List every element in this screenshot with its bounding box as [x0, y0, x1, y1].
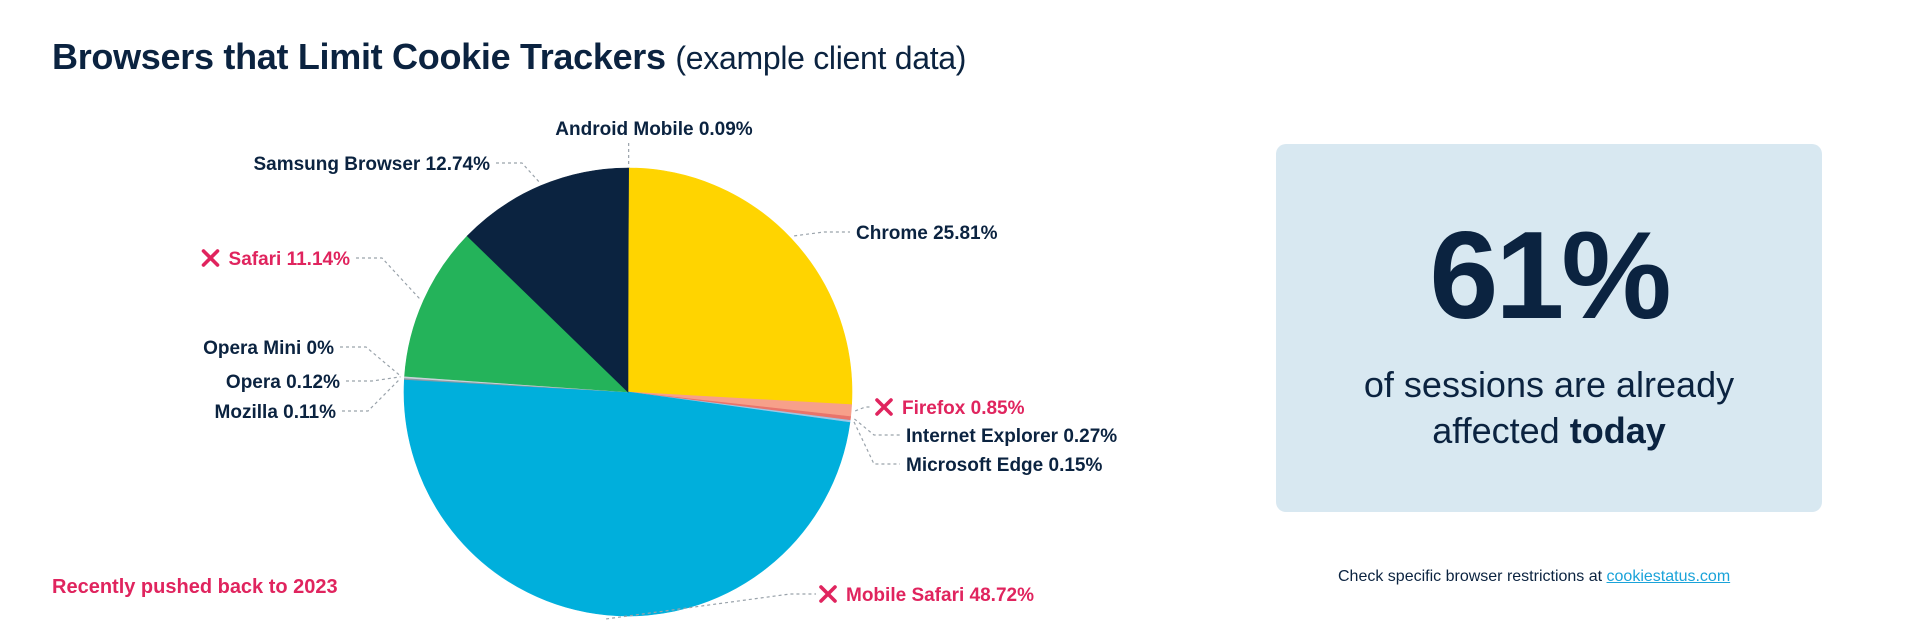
label-group-mobile-safari: Mobile Safari 48.72% [606, 585, 1034, 620]
leader-line-samsung-browser [496, 162, 540, 183]
label-group-samsung-browser: Samsung Browser 12.74% [253, 154, 540, 183]
slice-label-microsoft-edge: Microsoft Edge 0.15% [906, 455, 1102, 476]
title-subtitle: (example client data) [675, 40, 967, 76]
stat-value: 61% [1429, 207, 1671, 345]
label-group-internet-explorer: Internet Explorer 0.27% [854, 418, 1117, 447]
limit-x-icon [875, 398, 893, 416]
footer-note: Check specific browser restrictions at c… [1338, 568, 1730, 586]
leader-line-internet-explorer [854, 418, 900, 436]
stat-line-2-emphasis: today [1569, 410, 1666, 451]
footer-text: Check specific browser restrictions at [1338, 568, 1607, 585]
stat-line-1: of sessions are already [1363, 364, 1735, 405]
slice-label-safari: Safari 11.14% [229, 249, 351, 270]
stat-card: 61% of sessions are already affected tod… [1276, 144, 1822, 512]
slice-label-chrome: Chrome 25.81% [856, 223, 998, 244]
leader-line-safari [356, 257, 421, 300]
pie-slice-mobile-safari [403, 379, 851, 617]
label-group-mozilla: Mozilla 0.11% [215, 378, 401, 423]
slice-label-android-mobile: Android Mobile 0.09% [555, 119, 753, 140]
note-text: Recently pushed back to 2023 [52, 576, 338, 598]
label-group-firefox: Firefox 0.85% [854, 398, 1025, 419]
leader-line-mozilla [342, 378, 401, 412]
leader-line-chrome [794, 231, 850, 237]
leader-line-opera [346, 376, 401, 382]
cookiestatus-link[interactable]: cookiestatus.com [1606, 568, 1731, 585]
limit-x-icon [819, 585, 837, 603]
leader-line-microsoft-edge [853, 421, 900, 465]
slice-label-opera-mini: Opera Mini 0% [203, 338, 334, 359]
slice-label-mobile-safari: Mobile Safari 48.72% [846, 585, 1034, 606]
pie-chart: Android Mobile 0.09% Chrome 25.81% Firefox… [201, 119, 1117, 620]
label-group-chrome: Chrome 25.81% [794, 223, 998, 244]
pie-slice-safari [404, 235, 629, 393]
stat-description: of sessions are already affected today [1276, 362, 1822, 454]
pie-slice-chrome [627, 167, 853, 405]
leader-line-opera-mini [340, 346, 401, 377]
stat-line-2: affected today [1276, 408, 1822, 454]
slice-label-internet-explorer: Internet Explorer 0.27% [906, 426, 1117, 447]
label-group-microsoft-edge: Microsoft Edge 0.15% [853, 421, 1102, 476]
label-group-opera-mini: Opera Mini 0% [203, 338, 401, 377]
label-group-android-mobile: Android Mobile 0.09% [555, 119, 753, 165]
title-main: Browsers that Limit Cookie Trackers [52, 36, 666, 77]
leader-line-firefox [854, 406, 872, 412]
page-title: Browsers that Limit Cookie Trackers (exa… [52, 36, 966, 78]
slice-label-firefox: Firefox 0.85% [902, 398, 1025, 419]
label-group-opera: Opera 0.12% [226, 372, 401, 393]
label-group-safari: Safari 11.14% [201, 249, 421, 300]
leader-line-mobile-safari [606, 593, 816, 620]
slice-label-opera: Opera 0.12% [226, 372, 340, 393]
slice-label-mozilla: Mozilla 0.11% [215, 402, 337, 423]
pie-slice-samsung-browser [466, 167, 629, 393]
slice-label-samsung-browser: Samsung Browser 12.74% [253, 154, 490, 175]
stat-line-2-prefix: affected [1432, 410, 1570, 451]
limit-x-icon [201, 249, 220, 267]
